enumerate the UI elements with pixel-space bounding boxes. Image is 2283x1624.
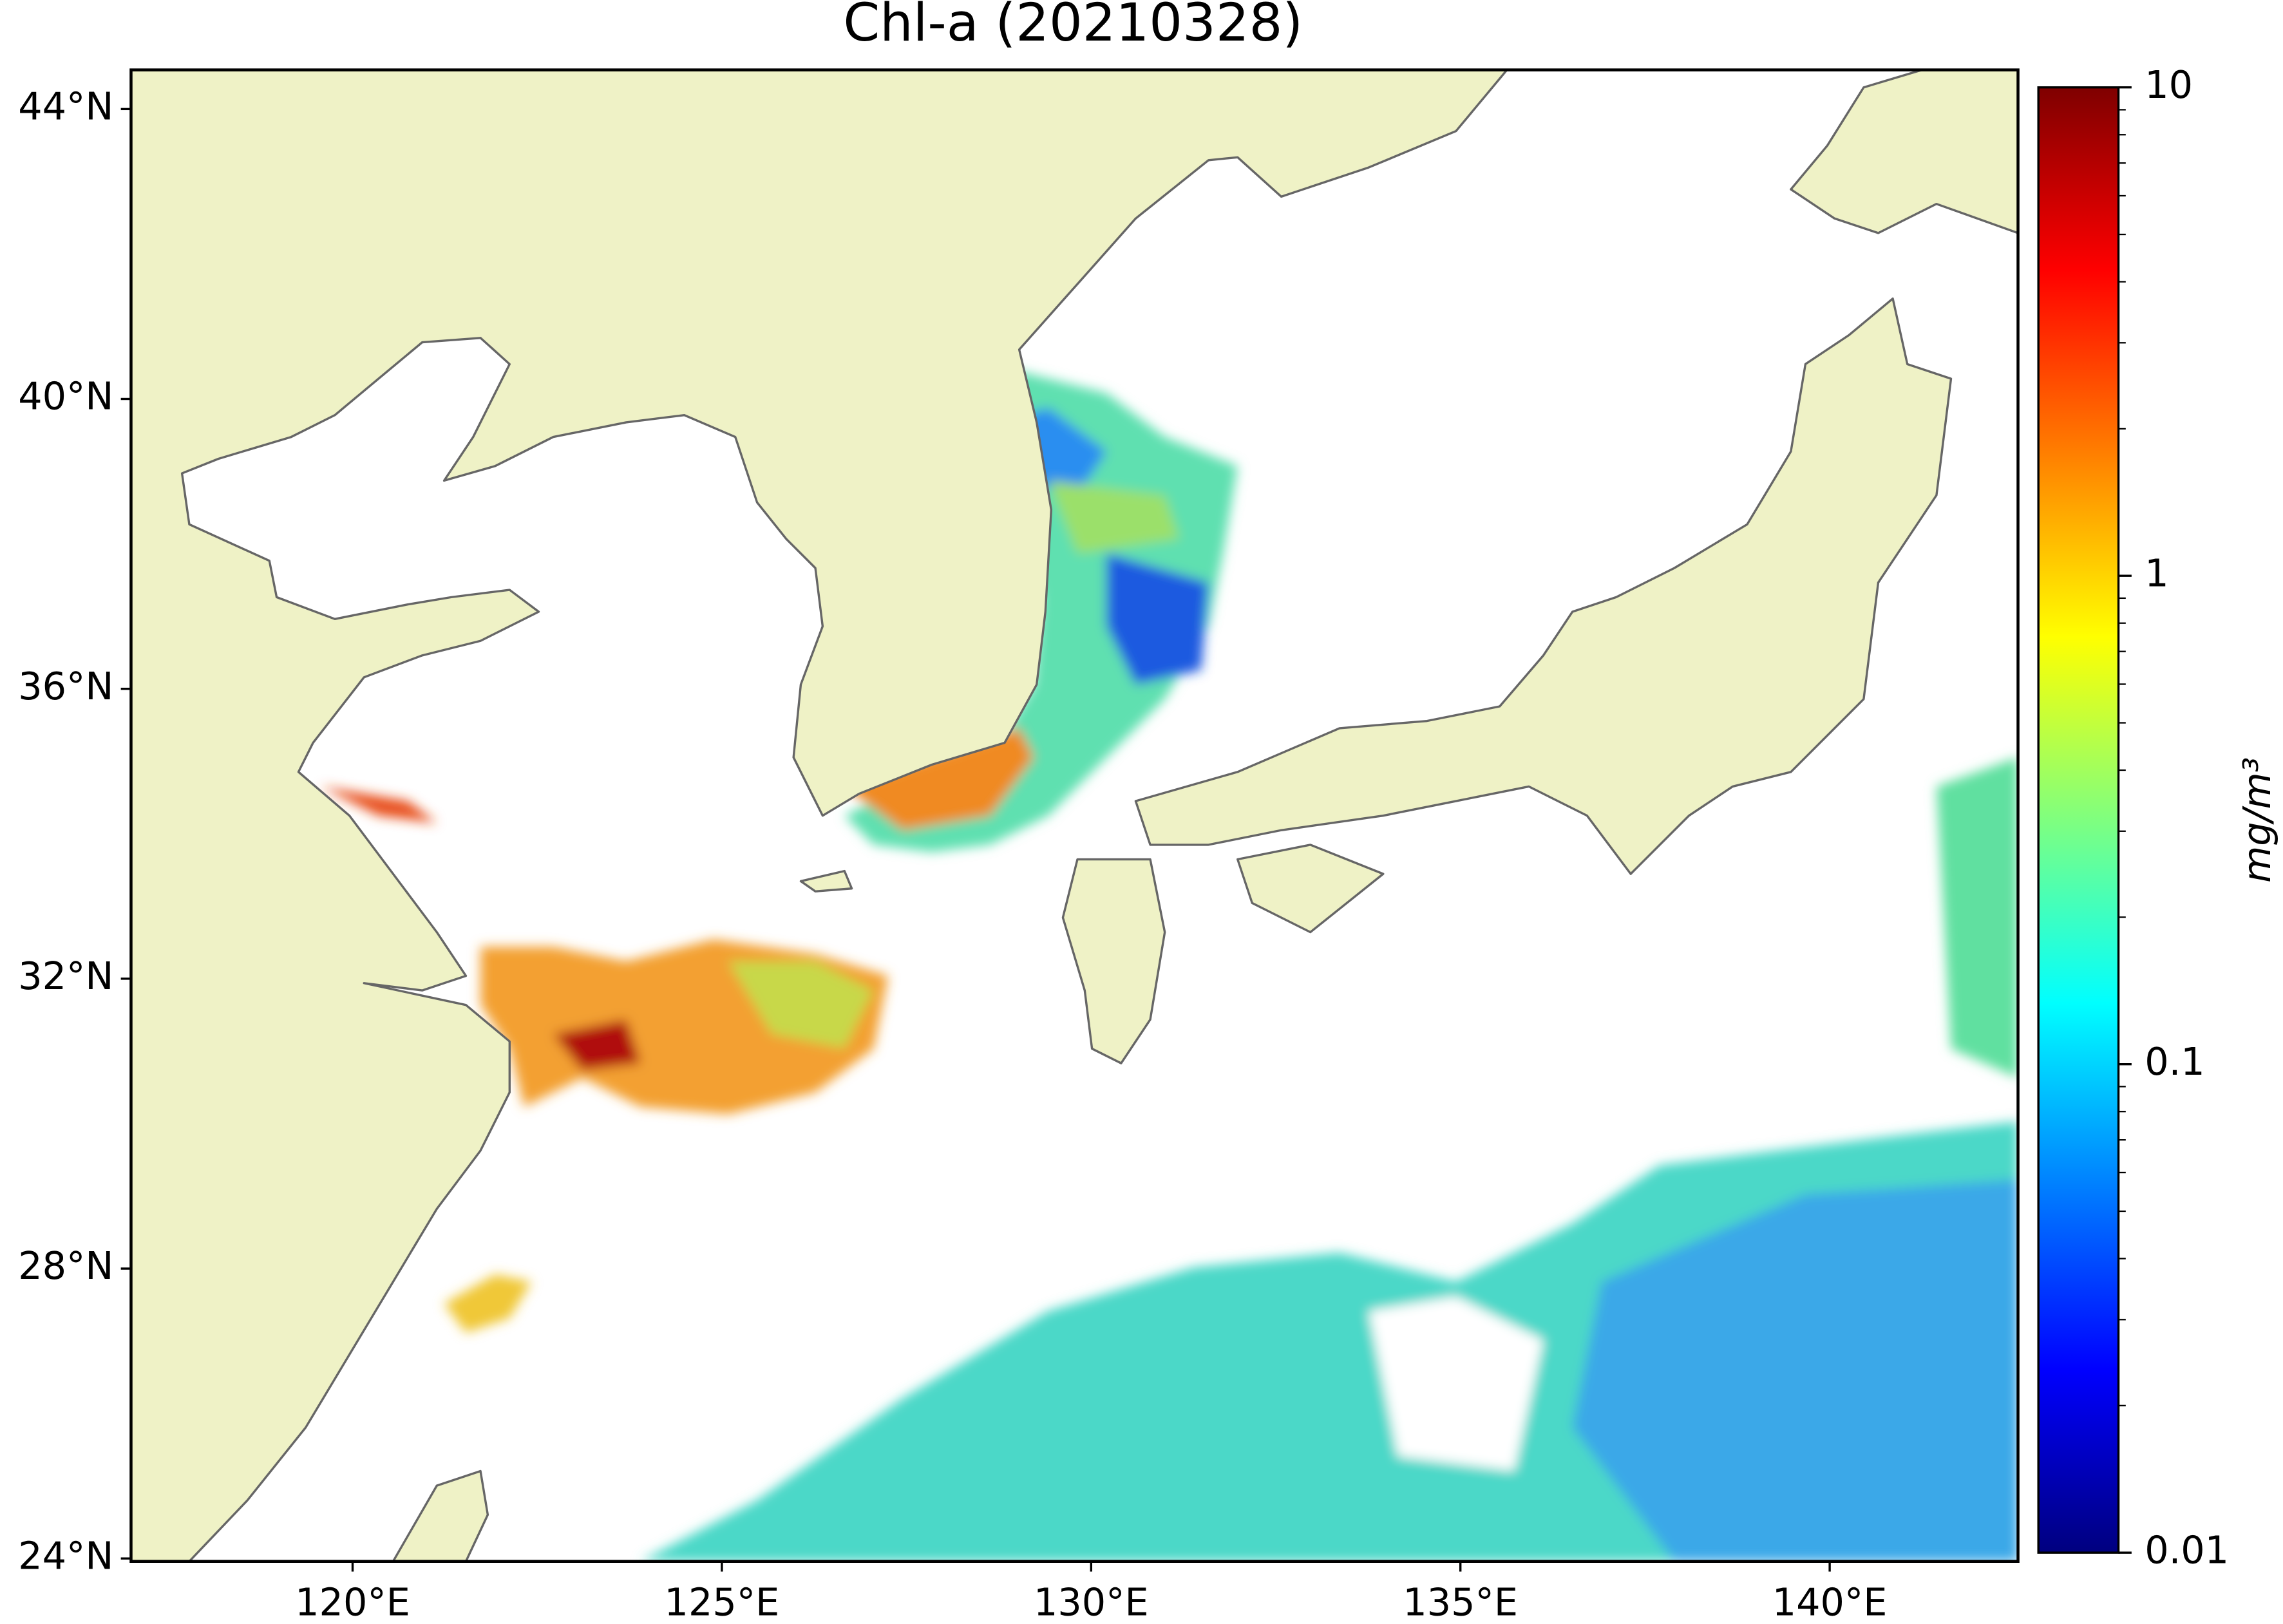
land-mainland xyxy=(131,70,1508,1562)
x-tick-label: 130°E xyxy=(1034,1580,1149,1624)
x-tick-label: 135°E xyxy=(1403,1580,1518,1624)
land-kyushu xyxy=(1061,858,1166,1064)
land-honshu xyxy=(1134,297,1953,875)
x-tick-label: 120°E xyxy=(295,1580,410,1624)
colorbar-tick-label: 1 xyxy=(2145,551,2168,595)
colorbar xyxy=(2037,86,2120,1554)
x-tick-label: 140°E xyxy=(1772,1580,1888,1624)
colorbar-label: mg/m³ xyxy=(2235,757,2279,883)
chl-patch xyxy=(728,961,874,1049)
chl-patch xyxy=(553,1019,641,1071)
x-tick-label: 125°E xyxy=(665,1580,780,1624)
chl-patch xyxy=(320,786,437,823)
y-tick-label: 32°N xyxy=(18,954,113,998)
y-tick-label: 36°N xyxy=(18,664,113,708)
colorbar-tick-label: 0.01 xyxy=(2145,1527,2229,1572)
y-tick-label: 44°N xyxy=(18,84,113,128)
chl-layer xyxy=(320,371,2018,1562)
land-jeju xyxy=(799,869,853,892)
land-shikoku xyxy=(1236,844,1385,934)
chl-patch xyxy=(1048,480,1180,554)
map-frame xyxy=(129,68,2020,1563)
land-hokkaido xyxy=(1790,70,2018,234)
chl-patch xyxy=(844,728,1034,831)
land-taiwan xyxy=(392,1469,489,1562)
y-tick-label: 40°N xyxy=(18,374,113,419)
y-tick-label: 24°N xyxy=(18,1533,113,1578)
colorbar-tick-label: 10 xyxy=(2145,62,2193,107)
chl-patch xyxy=(444,1274,532,1333)
map-area xyxy=(131,70,2018,1562)
y-tick-label: 28°N xyxy=(18,1243,113,1288)
chl-patch xyxy=(1106,553,1209,685)
colorbar-tick-label: 0.1 xyxy=(2145,1039,2204,1084)
cloud-gap xyxy=(1369,1296,1544,1471)
chl-patch xyxy=(1572,1180,2018,1562)
chl-patch xyxy=(1936,757,2018,1078)
map-title: Chl-a (20210328) xyxy=(843,0,1303,53)
